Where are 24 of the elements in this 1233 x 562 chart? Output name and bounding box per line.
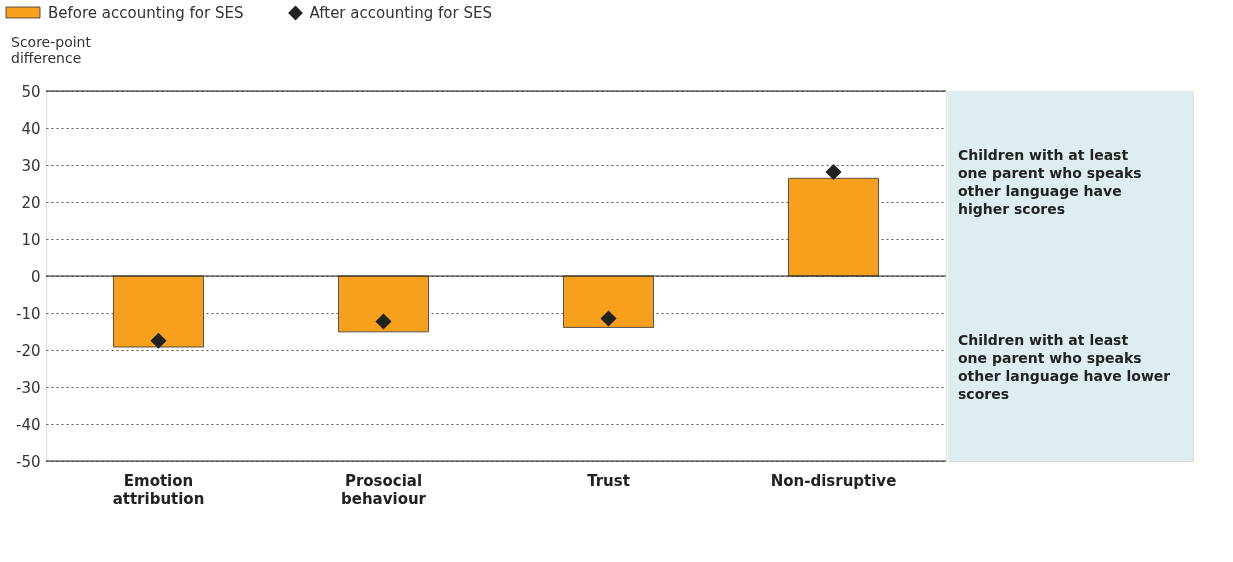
y-tick-label: 40 <box>21 119 41 138</box>
y-tick-label: -20 <box>16 341 41 360</box>
x-tick-label: Non-disruptive <box>770 471 897 490</box>
legend-label: After accounting for SES <box>309 4 492 22</box>
text: Children with at least one parent who speaks other language have lower scores <box>958 332 1171 402</box>
point <box>825 163 842 181</box>
point <box>150 332 167 349</box>
y-tick-label: -30 <box>16 378 41 397</box>
y-tick-label: 20 <box>21 193 41 212</box>
y-tick-label: -10 <box>16 304 41 323</box>
y-tick-label: 50 <box>21 82 41 101</box>
legend-label: Before accounting for SES <box>48 4 244 22</box>
x-tick-label: Prosocial behaviour <box>340 471 427 508</box>
point <box>375 313 392 330</box>
y-tick-label: 10 <box>21 230 41 249</box>
y-tick-label: -40 <box>16 415 41 434</box>
y-tick-label: 30 <box>21 156 41 175</box>
x-tick-label: Emotion attribution <box>112 471 205 508</box>
y-tick-label: 0 <box>30 267 41 286</box>
y-tick-label: -50 <box>16 452 41 471</box>
point <box>600 310 617 327</box>
x-tick-label: Trust <box>587 471 630 490</box>
text: Children with at least one parent who speaks other language have higher scores <box>958 147 1142 217</box>
y-axis-title: Score-point difference <box>11 34 92 66</box>
